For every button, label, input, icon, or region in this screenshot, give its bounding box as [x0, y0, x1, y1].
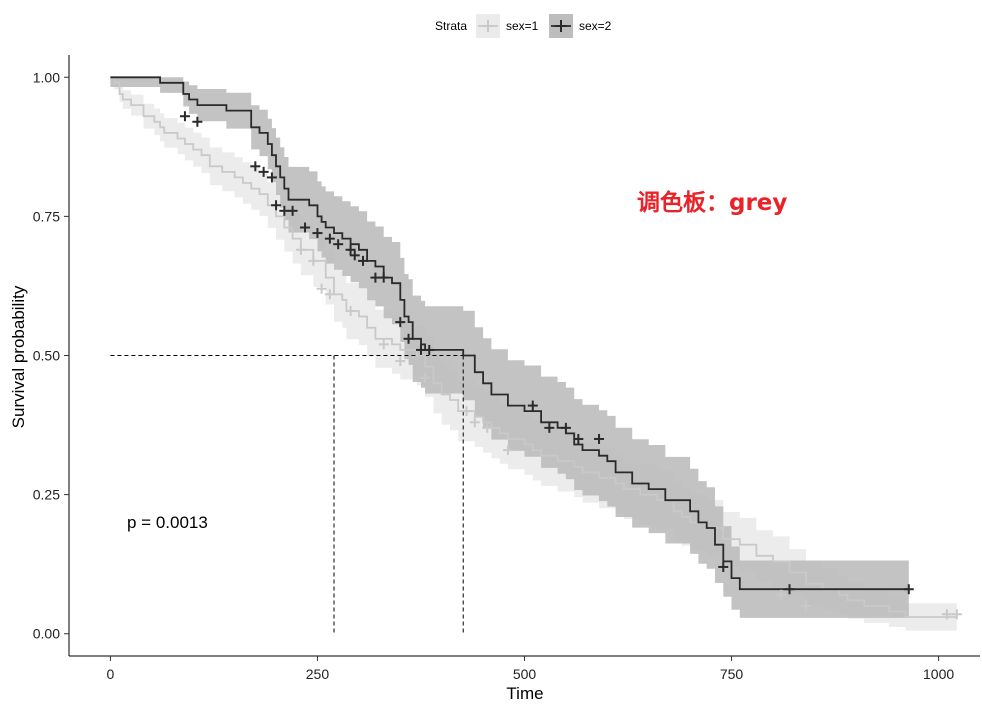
survival-curve-1 [110, 76, 957, 618]
x-axis-title: Time [506, 684, 543, 703]
censor-mark [312, 228, 323, 239]
censor-marks [179, 111, 962, 620]
x-tick-label: 0 [107, 666, 115, 682]
censor-mark [502, 445, 513, 456]
censor-mark [527, 400, 538, 411]
ci-band-2 [110, 77, 909, 621]
censor-mark [461, 406, 472, 417]
y-tick-label: 1.00 [33, 69, 60, 85]
y-tick-label: 0.75 [33, 208, 60, 224]
confidence-bands [110, 77, 957, 632]
censor-mark [482, 422, 493, 433]
censor-mark [287, 205, 298, 216]
censor-mark [250, 161, 261, 172]
ci-band-1 [110, 77, 957, 632]
y-tick-label: 0.00 [33, 626, 60, 642]
censor-mark [951, 609, 962, 620]
censor-mark [560, 422, 571, 433]
legend-key-sex2 [549, 14, 573, 38]
x-tick-label: 250 [306, 666, 330, 682]
survival-curves [110, 76, 957, 618]
censor-mark [324, 289, 335, 300]
censor-mark [300, 222, 311, 233]
censor-mark [395, 317, 406, 328]
censor-mark [801, 600, 812, 611]
censor-mark [295, 244, 306, 255]
censor-mark [324, 233, 335, 244]
legend-key-sex1 [476, 14, 500, 38]
censor-mark [266, 172, 277, 183]
x-ticks: 0 250 500 750 1000 [107, 656, 954, 682]
censor-mark [179, 111, 190, 122]
censor-mark [358, 255, 369, 266]
censor-mark [258, 166, 269, 177]
x-tick-label: 500 [513, 666, 537, 682]
censor-mark [308, 255, 319, 266]
palette-annotation: 调色板：grey [637, 189, 787, 216]
legend-label-sex2: sex=2 [579, 19, 612, 33]
censor-mark [718, 561, 729, 572]
censor-mark [316, 283, 327, 294]
y-tick-label: 0.50 [33, 348, 60, 364]
censor-mark [345, 244, 356, 255]
censor-mark [378, 272, 389, 283]
censor-mark [192, 116, 203, 127]
censor-mark [573, 433, 584, 444]
censor-mark [424, 344, 435, 355]
median-lines [110, 355, 464, 634]
censor-mark [594, 433, 605, 444]
y-tick-label: 0.25 [33, 487, 60, 503]
censor-mark [469, 417, 480, 428]
censor-mark [420, 372, 431, 383]
y-ticks: 0.00 0.25 0.50 0.75 1.00 [33, 69, 69, 642]
censor-mark [776, 589, 787, 600]
censor-mark [271, 200, 282, 211]
censor-mark [378, 339, 389, 350]
censor-mark [903, 584, 914, 595]
legend: Strata sex=1 sex=2 [435, 14, 612, 38]
censor-mark [784, 584, 795, 595]
censor-mark [544, 422, 555, 433]
censor-mark [395, 356, 406, 367]
censor-mark [403, 333, 414, 344]
censor-mark [349, 250, 360, 261]
legend-label-sex1: sex=1 [506, 19, 539, 33]
y-axis-title: Survival probability [9, 285, 28, 428]
censor-mark [941, 609, 952, 620]
survival-curve-2 [110, 76, 909, 591]
p-value-label: p = 0.0013 [127, 513, 208, 532]
censor-mark [333, 239, 344, 250]
censor-mark [345, 305, 356, 316]
x-tick-label: 750 [720, 666, 744, 682]
x-tick-label: 1000 [923, 666, 954, 682]
legend-title: Strata [435, 19, 467, 33]
